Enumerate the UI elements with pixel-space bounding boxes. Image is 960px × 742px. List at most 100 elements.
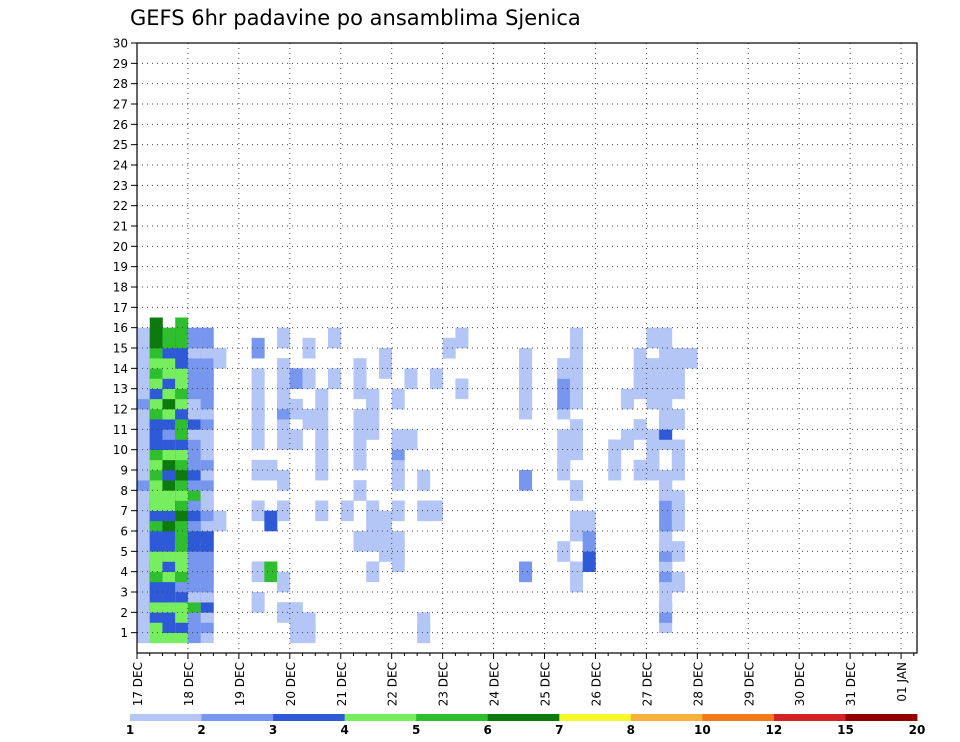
precip-cell [671,541,685,562]
precip-cell [264,561,278,583]
precip-cell [582,510,596,532]
x-tick-label: 31 DEC [844,662,858,706]
precip-cell [608,439,622,461]
precip-cell [289,368,303,389]
precip-cells [137,317,698,644]
precip-cell [378,510,392,532]
precip-cell [429,500,443,522]
x-tick-label: 21 DEC [335,662,349,706]
precip-cell [251,500,265,522]
y-tick-label: 30 [113,37,128,51]
precip-cell [569,510,584,532]
precip-cell [659,470,673,491]
precip-cell [429,368,443,389]
y-tick-label: 12 [113,403,128,417]
precip-cell [684,348,698,369]
colorbar-label: 12 [766,723,783,737]
precip-cell [264,459,278,481]
precip-cell [289,622,303,644]
chart-title: GEFS 6hr padavine po ansamblima Sjenica [130,6,581,30]
precip-cell [620,388,634,410]
y-tick-label: 9 [120,464,128,478]
y-tick-label: 27 [113,98,128,112]
precip-cell [328,327,342,349]
precip-cell [366,531,380,552]
precip-cell [519,368,533,389]
precip-cell [519,470,533,491]
y-tick-label: 5 [120,545,128,559]
precip-cell [404,429,418,450]
precip-cell [277,500,291,522]
precip-cell [353,429,367,450]
colorbar-segment [416,714,489,721]
y-tick-label: 15 [113,342,128,356]
y-tick-label: 25 [113,138,128,152]
colorbar-segment [487,714,560,721]
precip-cell [277,470,291,491]
colorbar-label: 4 [340,723,348,737]
x-tick-label: 29 DEC [742,662,756,706]
precip-cell [315,429,329,450]
colorbar-segment [344,714,417,721]
precip-cell [391,459,405,481]
colorbar-segment [559,714,632,721]
y-tick-label: 2 [120,606,128,620]
precip-cell [391,500,405,522]
precip-cell [671,490,685,511]
precip-cell [569,419,584,440]
precip-cell [659,510,673,532]
colorbar-label: 6 [484,723,492,737]
precip-cell [646,327,660,349]
y-tick-label: 1 [120,626,128,640]
x-tick-label: 19 DEC [233,662,247,706]
precip-cell [557,388,571,410]
precip-cell [633,459,647,481]
precip-cell [404,368,418,389]
y-tick-label: 21 [113,220,128,234]
y-tick-label: 20 [113,240,128,254]
precip-cell [569,368,584,389]
precip-cell [277,602,291,623]
precip-cell [391,531,405,552]
precip-cell [315,500,329,522]
precip-cell [417,500,431,522]
precip-cell [671,348,685,369]
precip-cell [251,459,265,481]
precip-cell [633,368,647,389]
precip-cell [620,429,634,450]
colorbar-segment [773,714,846,721]
precip-cell [582,531,596,552]
precip-cell [671,368,685,389]
precip-cell [353,480,367,501]
colorbar: 1 2 3 4 5 6 7 8 10 12 15 20 [126,714,926,737]
colorbar-label: 7 [555,723,563,737]
precip-cell [659,327,673,349]
precip-cell [455,378,469,400]
precip-cell [302,368,316,389]
colorbar-label: 20 [909,723,926,737]
precip-cell [391,388,405,410]
precip-cell [264,510,278,532]
precip-cell [251,561,265,583]
y-tick-label: 26 [113,118,128,132]
precip-cell [302,409,316,430]
precip-cell [187,327,201,349]
precip-cell [455,327,469,349]
colorbar-segment [273,714,346,721]
precip-cell [646,429,660,450]
precip-cell [315,409,329,430]
precip-cell [659,378,673,400]
precip-cell [671,439,685,461]
precip-cell [353,409,367,430]
precip-cell [315,459,329,481]
x-tick-label: 30 DEC [793,662,807,706]
y-tick-label: 8 [120,484,128,498]
colorbar-label: 10 [694,723,711,737]
y-tick-label: 28 [113,77,128,91]
precip-cell [251,337,265,359]
colorbar-label: 5 [412,723,420,737]
x-tick-label: 28 DEC [691,662,705,706]
y-tick-label: 6 [120,525,128,539]
y-tick-label: 24 [113,159,128,173]
precip-cell [671,409,685,430]
